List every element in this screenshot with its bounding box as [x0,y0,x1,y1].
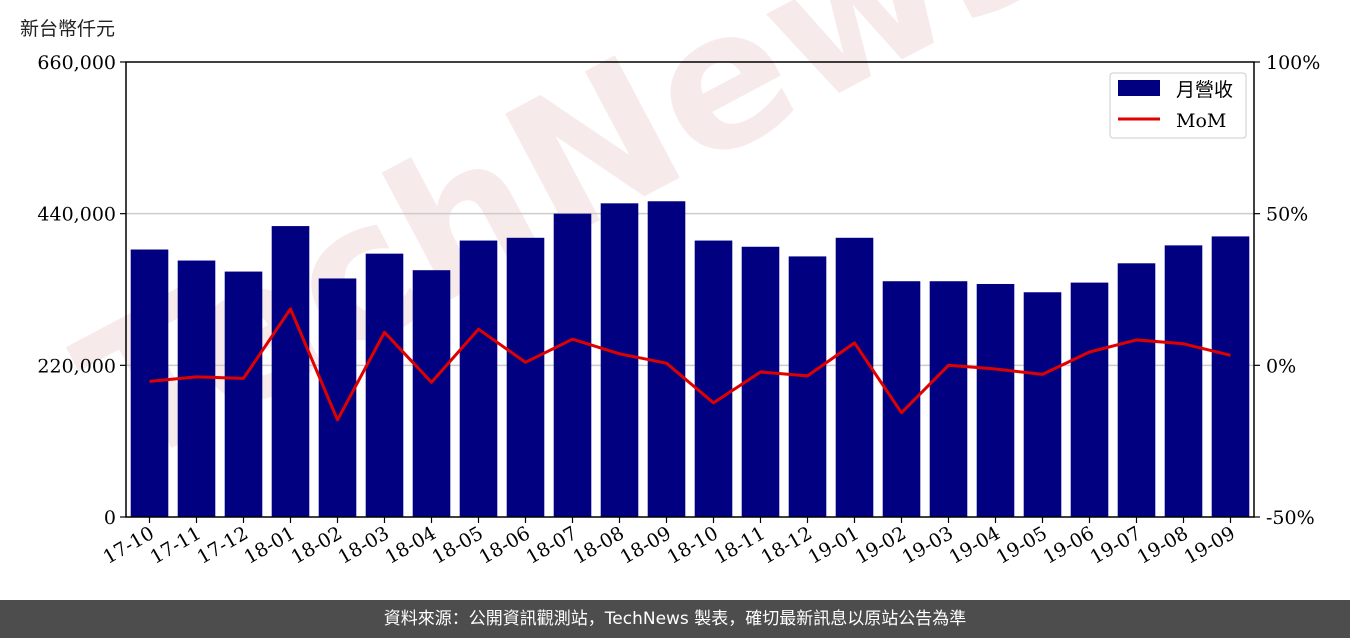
x-tick-label: 19-04 [946,522,1004,568]
x-tick-label: 18-09 [617,522,675,568]
revenue-bar [177,260,216,517]
x-tick-label: 18-05 [429,522,487,568]
x-tick-label: 19-06 [1040,522,1098,568]
revenue-bar [271,226,310,518]
x-tick-label: 18-03 [335,522,393,568]
x-tick-label: 18-07 [523,522,581,568]
revenue-bar [788,256,827,517]
revenue-bar [1070,282,1109,517]
legend-line-label: MoM [1176,110,1226,132]
x-tick-label: 18-01 [241,522,299,568]
x-tick-label: 18-04 [382,522,440,568]
y-right-tick-label: 100% [1266,52,1320,74]
x-tick-label: 19-07 [1087,522,1145,568]
revenue-bar [224,271,263,517]
revenue-bar [1164,245,1203,517]
mom-line [149,307,1231,422]
revenue-bar [1023,292,1062,517]
y-left-tick-label: 220,000 [37,355,116,377]
x-tick-label: 19-09 [1181,522,1239,568]
x-tick-label: 17-10 [100,522,158,568]
legend-bar-swatch [1118,80,1160,96]
x-tick-label: 18-08 [570,522,628,568]
x-tick-label: 19-02 [852,522,910,568]
revenue-bar [459,240,498,517]
x-tick-label: 19-05 [993,522,1051,568]
y-left-tick-label: 660,000 [37,52,116,74]
revenue-bar [412,270,451,517]
plot-frame [125,61,1255,518]
x-tick-label: 18-02 [288,522,346,568]
y-left-tick-label: 440,000 [37,204,116,226]
revenue-bar [835,237,874,517]
bar-series [130,201,1250,518]
legend: 月營收 MoM [1109,72,1247,139]
y-right-tick-label: -50% [1266,507,1315,529]
revenue-bar [365,253,404,517]
x-tick-label: 19-08 [1134,522,1192,568]
y-axis-unit-label: 新台幣仟元 [20,18,116,40]
y-right-tick-label: 0% [1266,355,1296,377]
revenue-bar [130,249,169,518]
revenue-bar [600,203,639,518]
y-right-tick-label: 50% [1266,204,1308,226]
revenue-bar [506,237,545,517]
x-tick-label: 17-11 [147,522,205,568]
revenue-bar [694,240,733,517]
revenue-bar [647,201,686,517]
source-footer: 資料來源：公開資訊觀測站，TechNews 製表，確切最新訊息以原站公告為準 [0,600,1350,638]
revenue-bar [553,213,592,517]
revenue-bar [1117,263,1156,517]
revenue-chart: TechNews 0220,000440,000660,000-50%0%50%… [37,0,1320,569]
revenue-bar [976,283,1015,517]
x-tick-label: 18-10 [664,522,722,568]
x-tick-label: 19-01 [805,522,863,568]
x-tick-label: 17-12 [194,522,252,568]
x-tick-label: 18-12 [758,522,816,568]
revenue-bar [929,281,968,517]
legend-bar-label: 月營收 [1176,79,1233,101]
x-tick-label: 19-03 [899,522,957,568]
x-tick-label: 18-06 [476,522,534,568]
revenue-bar [1211,236,1250,517]
x-tick-label: 18-11 [711,522,769,568]
mom-line-series [149,307,1231,422]
y-left-tick-label: 0 [104,507,116,529]
